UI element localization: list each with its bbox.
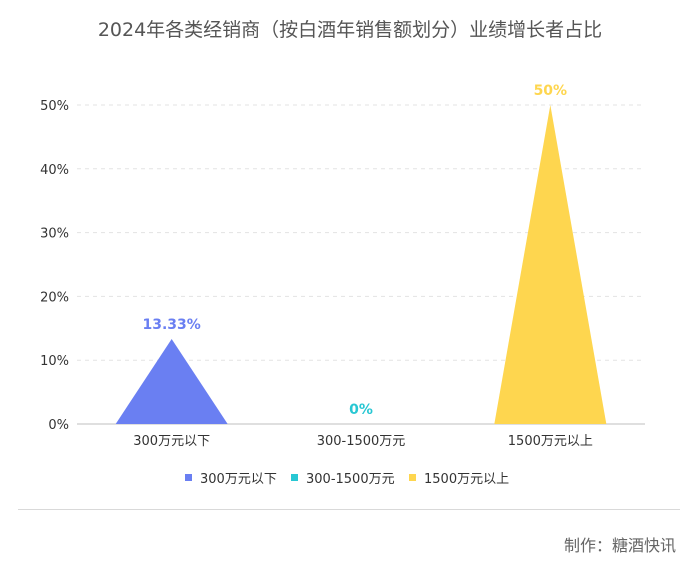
legend-swatch	[291, 474, 298, 481]
credit-text: 制作：糖酒快讯	[563, 536, 676, 555]
y-tick-label: 40%	[40, 163, 69, 178]
legend-item: 300万元以下	[185, 472, 277, 487]
legend-label: 300万元以下	[200, 472, 277, 487]
x-tick-label: 1500万元以上	[508, 434, 593, 449]
data-label: 50%	[534, 83, 568, 99]
y-tick-label: 20%	[40, 290, 69, 305]
chart-title: 2024年各类经销商（按白酒年销售额划分）业绩增长者占比	[98, 19, 602, 41]
data-label: 0%	[349, 402, 373, 418]
triangle-bar	[494, 105, 607, 424]
triangle-bar	[115, 338, 228, 424]
x-tick-label: 300-1500万元	[317, 434, 406, 449]
legend-swatch	[409, 474, 416, 481]
legend-swatch	[185, 474, 192, 481]
legend-label: 300-1500万元	[306, 472, 395, 487]
legend-item: 1500万元以上	[409, 472, 509, 487]
y-tick-label: 30%	[40, 227, 69, 242]
footer-divider	[18, 509, 680, 510]
y-tick-label: 10%	[40, 354, 69, 369]
y-tick-label: 50%	[40, 99, 69, 114]
data-label: 13.33%	[143, 317, 201, 333]
legend-label: 1500万元以上	[424, 472, 509, 487]
y-tick-label: 0%	[48, 418, 69, 433]
legend-item: 300-1500万元	[291, 472, 395, 487]
x-tick-label: 300万元以下	[133, 434, 210, 449]
